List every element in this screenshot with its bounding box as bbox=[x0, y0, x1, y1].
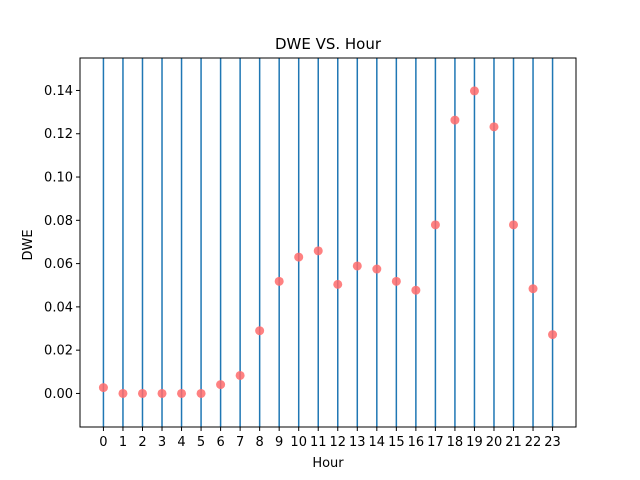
x-tick-label-10: 10 bbox=[290, 435, 307, 450]
chart-title: DWE VS. Hour bbox=[275, 35, 382, 53]
x-tick-label-1: 1 bbox=[119, 435, 127, 450]
x-axis-title: Hour bbox=[312, 456, 344, 471]
data-point-0 bbox=[98, 383, 108, 393]
data-point-1 bbox=[118, 388, 128, 398]
data-point-11 bbox=[313, 246, 323, 256]
data-point-22 bbox=[528, 284, 538, 294]
x-tick-label-11: 11 bbox=[310, 435, 327, 450]
plot-frame bbox=[79, 57, 577, 428]
data-point-20 bbox=[489, 122, 499, 132]
y-tick-label-5: 0.10 bbox=[44, 171, 73, 186]
data-point-18 bbox=[450, 115, 460, 125]
data-point-13 bbox=[352, 261, 362, 271]
x-tick-label-23: 23 bbox=[544, 435, 561, 450]
x-tick-label-7: 7 bbox=[236, 435, 244, 450]
x-tick-label-0: 0 bbox=[99, 435, 107, 450]
x-tick-label-17: 17 bbox=[427, 435, 444, 450]
data-point-21 bbox=[509, 220, 519, 230]
y-tick-label-0: 0.00 bbox=[44, 387, 73, 402]
y-tick-label-6: 0.12 bbox=[44, 127, 73, 142]
data-point-15 bbox=[391, 276, 401, 286]
y-tick-label-1: 0.02 bbox=[44, 344, 73, 359]
data-point-2 bbox=[137, 388, 147, 398]
data-point-5 bbox=[196, 388, 206, 398]
x-tick-label-14: 14 bbox=[369, 435, 386, 450]
data-point-6 bbox=[216, 380, 226, 390]
data-point-16 bbox=[411, 285, 421, 295]
x-tick-label-20: 20 bbox=[486, 435, 503, 450]
data-point-19 bbox=[469, 86, 479, 96]
data-point-3 bbox=[157, 388, 167, 398]
data-point-10 bbox=[294, 252, 304, 262]
x-tick-label-22: 22 bbox=[525, 435, 542, 450]
data-point-8 bbox=[255, 326, 265, 336]
x-tick-label-19: 19 bbox=[466, 435, 483, 450]
x-tick-label-12: 12 bbox=[329, 435, 346, 450]
x-tick-label-9: 9 bbox=[275, 435, 283, 450]
data-point-23 bbox=[548, 330, 558, 340]
x-tick-label-3: 3 bbox=[158, 435, 166, 450]
data-point-12 bbox=[333, 279, 343, 289]
x-tick-label-8: 8 bbox=[256, 435, 264, 450]
y-axis-title: DWE bbox=[21, 229, 36, 260]
y-tick-label-3: 0.06 bbox=[44, 257, 73, 272]
x-tick-label-16: 16 bbox=[408, 435, 425, 450]
plot-area: 0 1 2 3 4 5 6 7 8 9 10 11 12 13 14 15 16 17 18 19 20 21 22 230.… bbox=[44, 57, 577, 450]
x-tick-label-18: 18 bbox=[447, 435, 464, 450]
data-point-7 bbox=[235, 370, 245, 380]
x-tick-label-15: 15 bbox=[388, 435, 405, 450]
x-tick-label-5: 5 bbox=[197, 435, 205, 450]
data-point-14 bbox=[372, 264, 382, 274]
data-point-9 bbox=[274, 276, 284, 286]
x-tick-label-21: 21 bbox=[505, 435, 522, 450]
y-tick-label-7: 0.14 bbox=[44, 84, 73, 99]
data-point-4 bbox=[177, 388, 187, 398]
data-point-17 bbox=[430, 220, 440, 230]
x-tick-label-6: 6 bbox=[216, 435, 224, 450]
x-tick-label-13: 13 bbox=[349, 435, 366, 450]
x-tick-label-4: 4 bbox=[177, 435, 185, 450]
y-tick-label-4: 0.08 bbox=[44, 214, 73, 229]
y-tick-label-2: 0.04 bbox=[44, 300, 73, 315]
x-tick-label-2: 2 bbox=[138, 435, 146, 450]
